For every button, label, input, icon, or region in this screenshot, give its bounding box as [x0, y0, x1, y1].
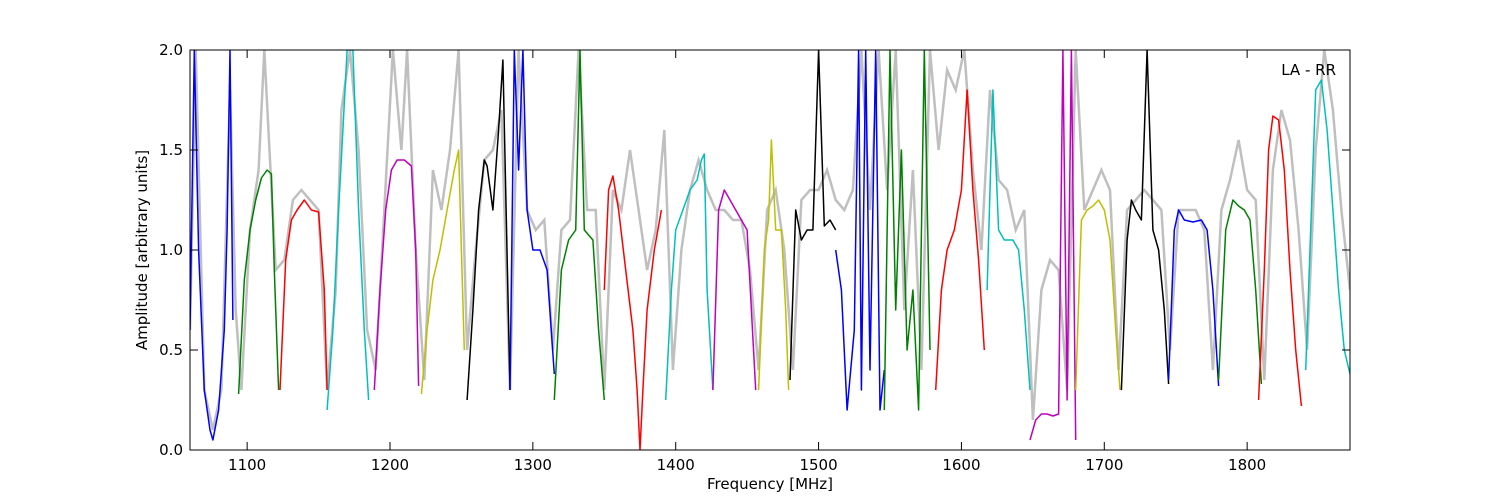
x-tick-label: 1300: [514, 456, 552, 474]
series-line-12: [712, 189, 757, 391]
series-line-1: [190, 50, 234, 441]
series-line-10: [603, 175, 663, 450]
series-line-25: [1304, 79, 1350, 375]
y-tick-label: 2.0: [159, 41, 183, 59]
series-line-3: [279, 199, 328, 391]
y-axis-title: Amplitude [arbitrary units]: [133, 150, 151, 350]
x-tick-label: 1200: [371, 456, 409, 474]
y-tick-label: 1.5: [159, 141, 183, 159]
x-axis-title: Frequency [MHz]: [707, 475, 833, 493]
y-tick-label: 0.5: [159, 341, 183, 359]
background-trace-line: [190, 50, 1350, 431]
series-line-2: [237, 169, 280, 395]
series-line-15: [834, 50, 886, 411]
x-tick-label: 1400: [657, 456, 695, 474]
series-line-21: [1120, 50, 1170, 391]
series-line-4: [326, 50, 370, 411]
y-tick-label: 1.0: [159, 241, 183, 259]
series-line-11: [664, 153, 714, 401]
x-axis-ticks: 1100 1200 1300 1400 1500 1600 1700 1800: [228, 50, 1266, 474]
series-line-17: [934, 89, 986, 391]
series-line-13: [757, 139, 790, 391]
series-line-9: [553, 50, 606, 401]
series-line-23: [1217, 199, 1263, 385]
legend-label: LA - RR: [1281, 61, 1336, 79]
x-tick-label: 1100: [228, 456, 266, 474]
series-line-5: [373, 159, 420, 391]
series-line-19: [1029, 50, 1077, 441]
series-line-7: [466, 59, 511, 401]
series-line-18: [986, 89, 1031, 391]
series-line-20: [1074, 199, 1121, 391]
x-tick-label: 1500: [799, 456, 837, 474]
series-line-6: [420, 149, 466, 395]
series-line-16: [883, 50, 931, 411]
series-layer: [190, 50, 1350, 450]
y-axis-ticks: 0.0 0.5 1.0 1.5 2.0: [159, 41, 1350, 459]
x-tick-label: 1800: [1228, 456, 1266, 474]
series-line-24: [1257, 115, 1303, 407]
series-line-22: [1167, 209, 1220, 387]
x-tick-label: 1700: [1085, 456, 1123, 474]
series-line-14: [789, 50, 837, 381]
series-line-8: [509, 50, 556, 391]
background-trace-layer: [190, 50, 1350, 431]
x-tick-label: 1600: [942, 456, 980, 474]
y-tick-label: 0.0: [159, 441, 183, 459]
